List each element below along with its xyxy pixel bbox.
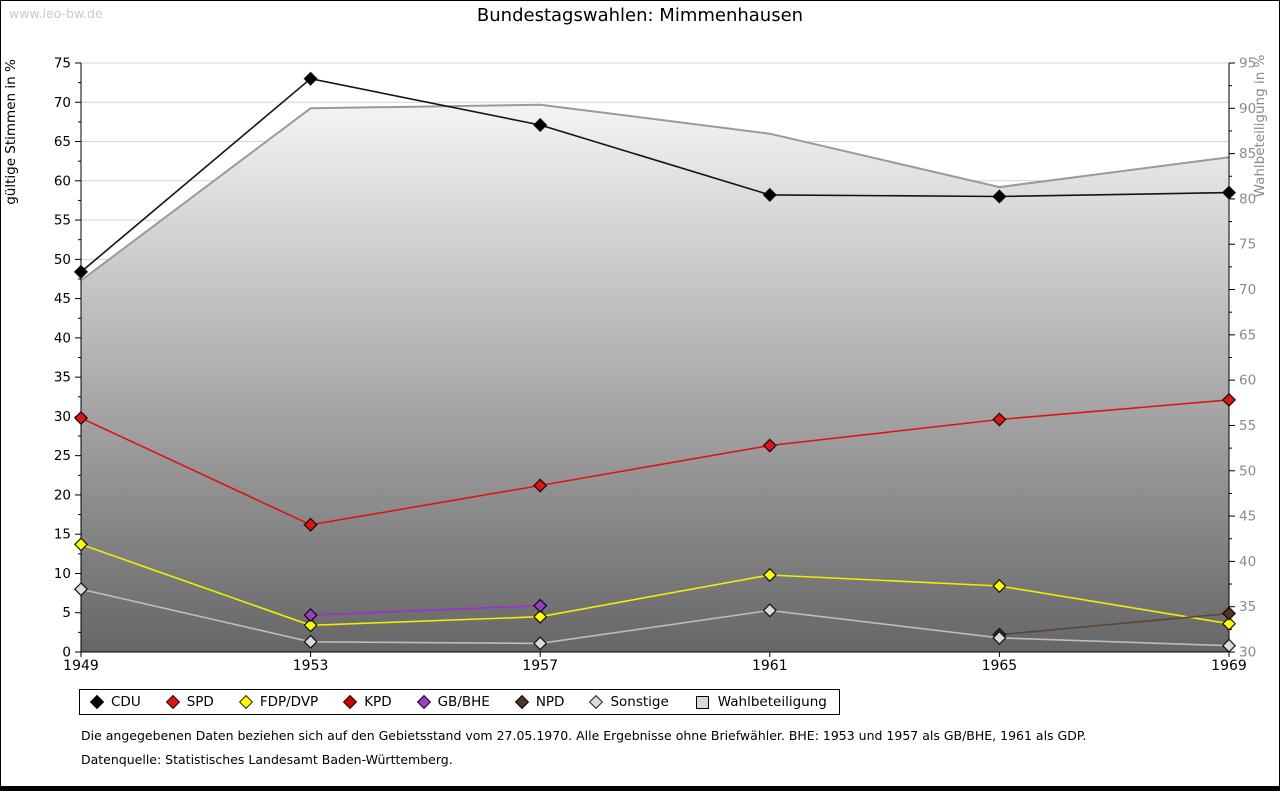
svg-text:50: 50	[54, 252, 71, 268]
series-sonstige	[73, 582, 1237, 653]
right-axis-tick-labels: 30 35 40 45 50 55 60 65 70 75 80 85 90 95	[1239, 56, 1256, 661]
svg-text:60: 60	[54, 173, 71, 189]
svg-text:20: 20	[54, 487, 71, 503]
series-cdu	[73, 71, 1237, 280]
legend-item-sonstige: Sonstige	[589, 694, 669, 710]
legend-label-npd: NPD	[535, 694, 565, 710]
svg-text:0: 0	[62, 645, 71, 661]
cdu-marker-icon	[89, 694, 105, 710]
chart-svg: 0 5 10 15 20 25 30 35 40 45 50 55 60 65 70 75 30 35 40 45 50…	[3, 54, 1268, 674]
legend-label-cdu: CDU	[111, 694, 141, 710]
spd-marker-icon	[165, 694, 180, 710]
right-axis-title: Wahlbeteiligung in %	[1252, 54, 1268, 197]
series-spd	[73, 392, 1237, 532]
area-wahlbeteiligung	[80, 103, 1230, 652]
series-gb-bhe	[303, 598, 548, 623]
legend-item-npd: NPD	[514, 694, 565, 710]
svg-text:45: 45	[54, 291, 71, 307]
fdp-dvp-marker-icon	[238, 694, 253, 710]
svg-text:1965: 1965	[982, 658, 1018, 674]
wahlbeteiligung-marker-icon	[695, 695, 709, 709]
svg-text:1969: 1969	[1211, 658, 1247, 674]
svg-text:40: 40	[54, 330, 71, 346]
svg-text:45: 45	[1239, 509, 1256, 525]
svg-text:60: 60	[1239, 373, 1256, 389]
legend-label-gb-bhe: GB/BHE	[437, 694, 490, 710]
svg-text:55: 55	[1239, 418, 1256, 434]
svg-text:30: 30	[54, 409, 71, 425]
legend-label-kpd: KPD	[364, 694, 392, 710]
legend: CDU SPD FDP/DVP KPD GB/BHE NPD Sonstige Wahlbet…	[79, 689, 840, 715]
kpd-marker-icon	[343, 694, 358, 710]
chart-title: Bundestagswahlen: Mimmenhausen	[476, 5, 804, 26]
svg-text:1961: 1961	[752, 658, 788, 674]
svg-text:1953: 1953	[293, 658, 329, 674]
x-axis-tick-labels: 1949 1953 1957 1961 1965 1969	[63, 658, 1247, 674]
svg-text:65: 65	[1239, 327, 1256, 343]
left-axis-title: gültige Stimmen in %	[3, 59, 19, 205]
svg-text:75: 75	[1239, 237, 1256, 253]
svg-text:70: 70	[54, 95, 71, 111]
svg-text:90: 90	[1239, 101, 1256, 117]
npd-marker-icon	[514, 694, 529, 710]
svg-text:1949: 1949	[63, 658, 99, 674]
svg-text:65: 65	[54, 134, 71, 150]
legend-label-wahlbeteiligung: Wahlbeteiligung	[717, 694, 827, 710]
svg-text:35: 35	[54, 370, 71, 386]
svg-text:95: 95	[1239, 56, 1256, 72]
legend-item-spd: SPD	[165, 694, 214, 710]
legend-item-kpd: KPD	[343, 694, 392, 710]
svg-text:5: 5	[62, 605, 71, 621]
svg-text:10: 10	[54, 566, 71, 582]
footnote-gebietsstand: Die angegebenen Daten beziehen sich auf …	[81, 728, 1087, 743]
svg-text:50: 50	[1239, 463, 1256, 479]
svg-text:75: 75	[54, 56, 71, 72]
series-fdp-dvp	[73, 537, 1237, 633]
svg-text:70: 70	[1239, 282, 1256, 298]
legend-item-gb-bhe: GB/BHE	[416, 694, 490, 710]
footnote-datenquelle: Datenquelle: Statistisches Landesamt Bad…	[81, 752, 453, 767]
legend-label-sonstige: Sonstige	[610, 694, 669, 710]
svg-text:85: 85	[1239, 146, 1256, 162]
sonstige-marker-icon	[589, 694, 604, 710]
legend-label-spd: SPD	[186, 694, 214, 710]
svg-text:1957: 1957	[522, 658, 558, 674]
legend-item-fdp-dvp: FDP/DVP	[238, 694, 319, 710]
watermark: www.leo-bw.de	[9, 6, 103, 21]
axes	[75, 62, 1235, 657]
svg-text:25: 25	[54, 448, 71, 464]
svg-text:55: 55	[54, 213, 71, 229]
svg-text:80: 80	[1239, 191, 1256, 207]
svg-text:30: 30	[1239, 645, 1256, 661]
left-axis-tick-labels: 0 5 10 15 20 25 30 35 40 45 50 55 60 65 70 75	[54, 56, 71, 661]
svg-text:35: 35	[1239, 599, 1256, 615]
svg-text:15: 15	[54, 527, 71, 543]
svg-text:40: 40	[1239, 554, 1256, 570]
legend-label-fdp-dvp: FDP/DVP	[259, 694, 319, 710]
legend-item-wahlbeteiligung: Wahlbeteiligung	[695, 694, 827, 710]
gb-bhe-marker-icon	[416, 694, 431, 710]
legend-item-cdu: CDU	[89, 694, 141, 710]
